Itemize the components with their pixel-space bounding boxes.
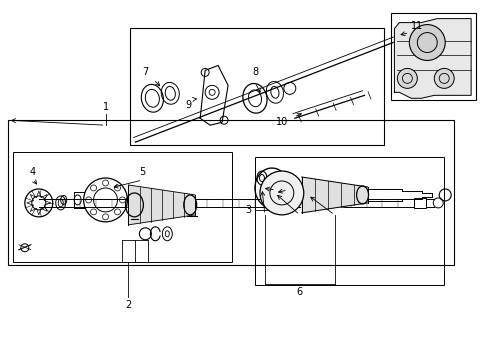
Polygon shape [128, 185, 195, 225]
Bar [390, 13, 475, 100]
Bar [8, 120, 453, 265]
Circle shape [397, 68, 416, 88]
Text: 4: 4 [30, 167, 36, 177]
Text: 6: 6 [296, 287, 302, 297]
Text: 1: 1 [102, 102, 108, 112]
Text: 3: 3 [244, 205, 250, 215]
Text: 5: 5 [139, 167, 145, 177]
Text: 9: 9 [185, 100, 191, 110]
Circle shape [408, 24, 444, 60]
Bar [130, 28, 384, 145]
Text: 11: 11 [410, 21, 423, 31]
Circle shape [260, 171, 303, 215]
Text: 10: 10 [275, 117, 287, 127]
Bar [254, 157, 443, 285]
Text: 7: 7 [142, 67, 148, 77]
Polygon shape [394, 19, 470, 98]
Bar [413, 198, 426, 208]
Bar [13, 152, 232, 262]
Polygon shape [301, 177, 367, 213]
Text: 2: 2 [125, 300, 131, 310]
Circle shape [433, 68, 453, 88]
Text: 8: 8 [251, 67, 258, 77]
